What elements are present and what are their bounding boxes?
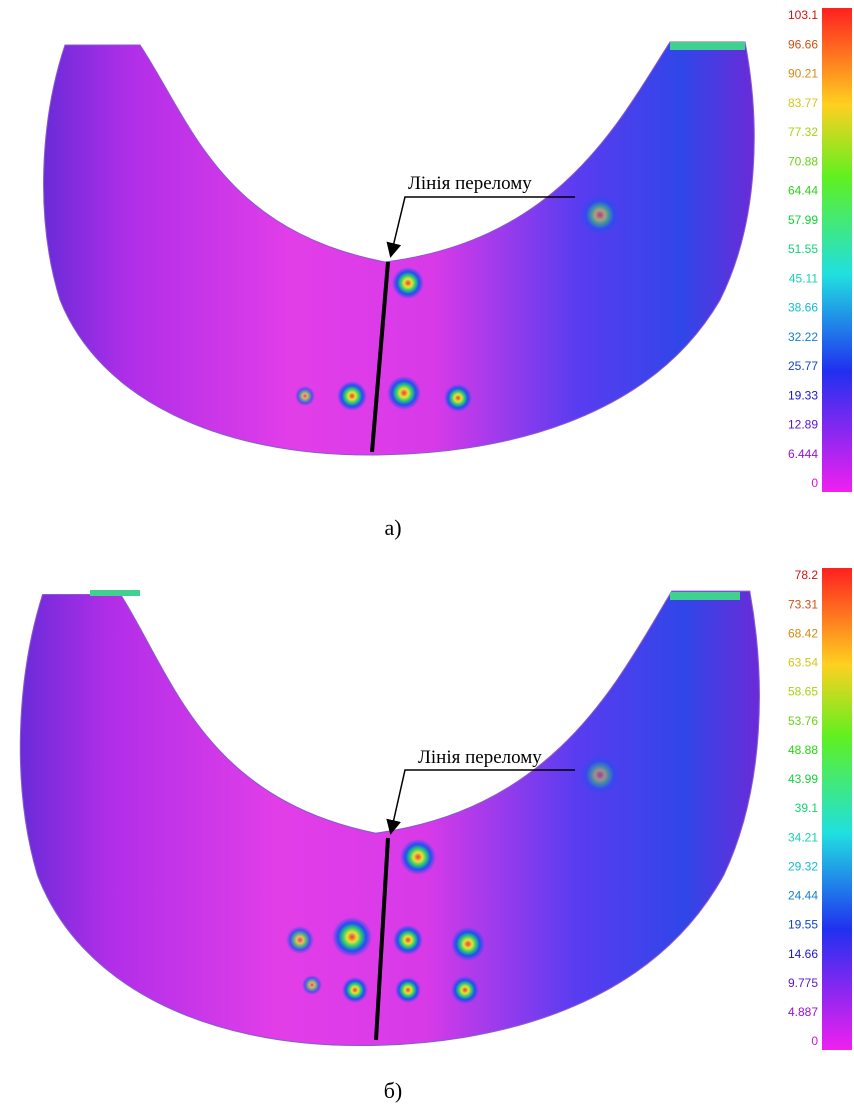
caption: б) [384, 1078, 403, 1103]
scale-label: 45.11 [789, 271, 818, 285]
scale-label: 12.89 [788, 418, 818, 432]
scale-label: 78.2 [795, 568, 819, 582]
scale-label: 90.21 [788, 67, 818, 81]
color-scale-bar [822, 568, 852, 1050]
scale-label: 70.88 [788, 154, 818, 168]
mandible-model [44, 42, 755, 455]
scale-label: 68.42 [788, 626, 818, 640]
scale-label: 57.99 [788, 213, 818, 227]
scale-label: 64.44 [788, 184, 818, 198]
scale-label: 19.33 [788, 388, 818, 402]
scale-label: 51.55 [788, 242, 818, 256]
scale-label: 29.32 [788, 859, 818, 873]
scale-label: 0 [811, 476, 818, 490]
scale-label: 48.88 [788, 743, 818, 757]
scale-label: 9.775 [788, 976, 818, 990]
mandible-model [20, 590, 759, 1046]
color-scale-bar [822, 8, 852, 492]
annotation: Лінія перелому [418, 747, 542, 768]
scale-label: 34.21 [788, 830, 818, 844]
scale-label: 73.31 [788, 597, 818, 611]
scale-label: 6.444 [788, 447, 818, 461]
annotation: Лінія перелому [408, 173, 532, 194]
scale-label: 25.77 [788, 359, 818, 373]
scale-label: 4.887 [788, 1005, 818, 1019]
scale-label: 14.66 [788, 947, 818, 961]
caption: а) [384, 515, 401, 540]
scale-label: 77.32 [788, 125, 818, 139]
scale-label: 63.54 [788, 656, 818, 670]
scale-label: 103.1 [788, 8, 818, 22]
scale-label: 0 [811, 1034, 818, 1048]
figure: Лінія перелому а) Лінія перелому б) 103.… [0, 0, 854, 1111]
scale-label: 24.44 [788, 889, 818, 903]
scale-label: 83.77 [788, 96, 818, 110]
scale-label: 96.66 [788, 37, 818, 51]
scale-label: 19.55 [788, 918, 818, 932]
scale-label: 53.76 [788, 714, 818, 728]
scale-label: 43.99 [788, 772, 818, 786]
scale-label: 32.22 [788, 330, 818, 344]
scale-label: 58.65 [788, 685, 818, 699]
scale-label: 39.1 [795, 801, 819, 815]
scale-label: 38.66 [788, 301, 818, 315]
